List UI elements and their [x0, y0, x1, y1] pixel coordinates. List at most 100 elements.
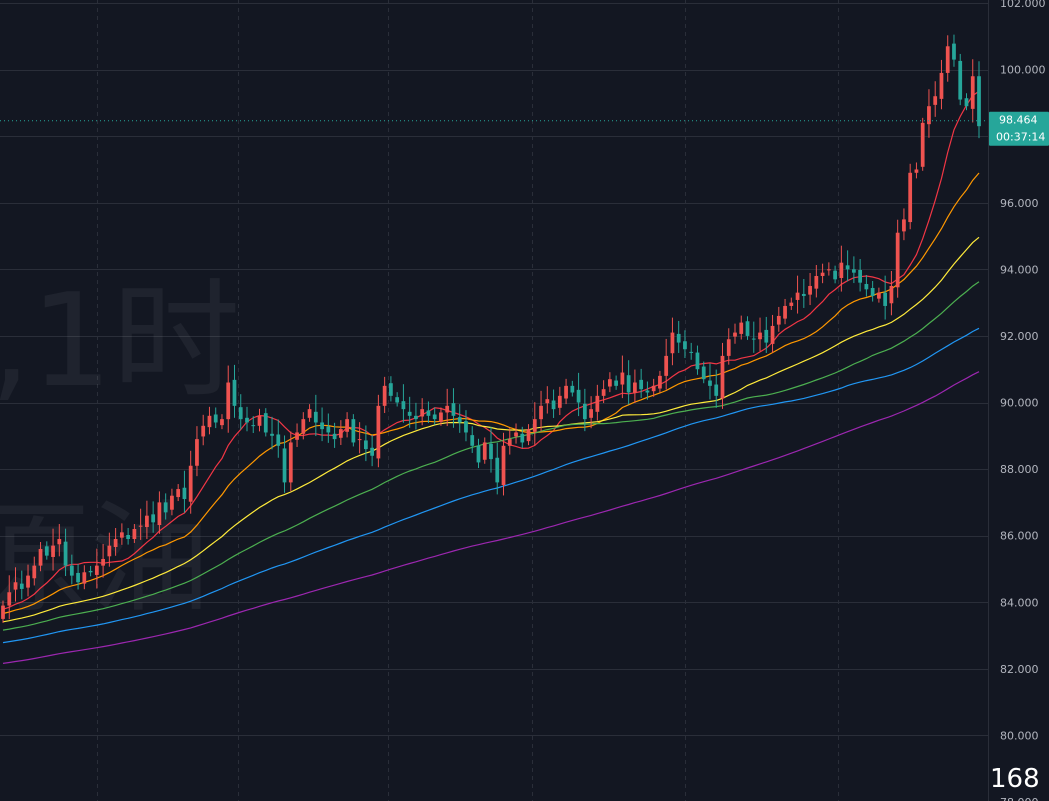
candle-body [914, 169, 919, 173]
grid [0, 0, 988, 801]
candle-body [282, 448, 287, 483]
candle-body [57, 538, 62, 545]
candle-body [908, 172, 913, 223]
candle-body [864, 283, 869, 290]
candle-body [733, 332, 737, 337]
candle-body [620, 372, 625, 385]
candle-body [933, 96, 938, 105]
price-axis-label: 86.000 [1000, 530, 1039, 543]
moving-average-line [2, 371, 980, 664]
candle-body [119, 532, 124, 538]
candle-body [651, 385, 656, 392]
price-axis-label: 90.000 [1000, 397, 1039, 410]
candle-body [451, 403, 456, 416]
candle-body [376, 405, 381, 459]
candle-body [708, 380, 712, 386]
candle-body [826, 269, 831, 271]
candle-body [238, 407, 243, 420]
candle-body [539, 405, 543, 420]
candle-body [814, 275, 819, 289]
candle-body [582, 403, 587, 420]
candle-body [589, 409, 593, 418]
candle-body [745, 321, 750, 336]
candle-body [883, 292, 888, 306]
candle-body [939, 72, 944, 99]
candle-body [357, 439, 362, 441]
candle-body [820, 272, 825, 276]
candle-body [751, 338, 756, 340]
candle-body [776, 315, 781, 325]
candle-body [639, 379, 644, 390]
candle-body [1, 605, 5, 619]
candle-body [457, 417, 462, 423]
candle-body [32, 565, 37, 579]
candle-body [313, 411, 318, 423]
candle-body [532, 419, 537, 432]
candle-body [138, 525, 143, 527]
candle-body [201, 425, 206, 437]
candle-body [220, 419, 224, 426]
candle-body [126, 535, 131, 539]
candle-body [739, 322, 744, 334]
candle-body [695, 352, 700, 370]
price-axis-label: 102.000 [1000, 0, 1046, 10]
candle-body [270, 433, 274, 436]
candle-body [414, 415, 418, 420]
candle-body [182, 487, 187, 500]
moving-average-line [2, 327, 980, 644]
candle-body [551, 400, 556, 410]
candle-body [489, 443, 493, 460]
price-badge: 98.464 00:37:14 [989, 111, 1049, 146]
candle-body [570, 385, 575, 393]
candle-body [432, 414, 437, 420]
candle-body [176, 489, 181, 498]
candle-body [520, 433, 525, 443]
price-axis-label: 88.000 [1000, 463, 1039, 476]
price-badge-value: 98.464 [999, 114, 1038, 127]
candle-body [69, 565, 74, 576]
candle-body [564, 385, 568, 399]
candle-body [251, 425, 256, 427]
candle-body [626, 375, 631, 393]
candle-body [645, 390, 650, 393]
price-axis-label: 94.000 [1000, 263, 1039, 276]
candle-body [407, 411, 412, 416]
candle-body [607, 379, 612, 387]
candle-body [851, 269, 856, 273]
candle-body [726, 339, 731, 356]
moving-average-line [2, 172, 980, 615]
candle-body [338, 429, 343, 438]
candle-body [370, 447, 375, 456]
candle-body [801, 293, 806, 296]
candle-body [44, 546, 49, 556]
candle-body [382, 385, 387, 406]
candle-body [514, 432, 518, 437]
candle-body [345, 419, 349, 432]
candle-body [557, 395, 562, 408]
candle-body [151, 514, 156, 523]
price-axis[interactable]: 102.000100.00098.00096.00094.00092.00090… [1000, 0, 1046, 801]
price-axis-label: 100.000 [1000, 64, 1046, 77]
candle-body [758, 332, 762, 340]
candle-body [601, 389, 606, 396]
candle-body [426, 410, 431, 416]
price-axis-label: 78.000 [1000, 796, 1039, 801]
candle-body [76, 572, 80, 583]
candle-body [889, 285, 894, 304]
candle-body [63, 541, 68, 566]
candle-body [870, 287, 875, 296]
candle-body [445, 405, 450, 413]
candle-body [107, 545, 112, 557]
candle-body [858, 269, 863, 283]
candle-body [902, 219, 906, 232]
candle-body [263, 413, 268, 433]
candle-body [213, 414, 218, 423]
candle-body [595, 395, 600, 412]
candle-body [13, 582, 18, 590]
candle-body [326, 426, 331, 433]
price-axis-label: 82.000 [1000, 663, 1039, 676]
candle-body [157, 502, 162, 526]
candle-body [276, 434, 281, 446]
